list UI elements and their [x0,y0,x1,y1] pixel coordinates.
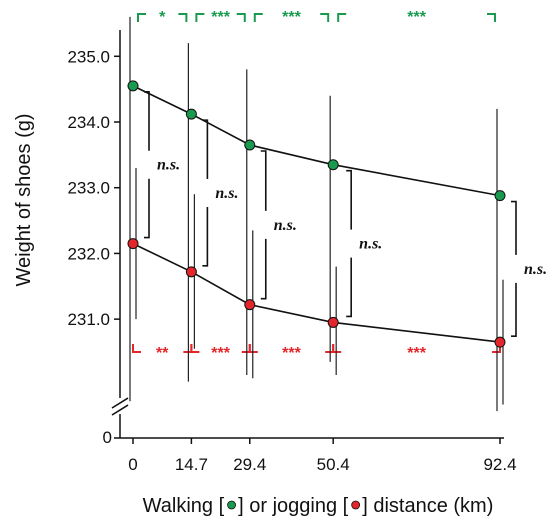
walking-point [185,108,197,120]
ns-bracket: n.s. [260,150,297,300]
ns-label: n.s. [157,157,180,174]
y-tick-label: 232.0 [67,244,110,263]
x-axis-label: Walking [ ] or jogging [ ] distance (km) [143,495,494,517]
ns-label: n.s. [359,236,382,253]
y-axis-label: Weight of shoes (g) [13,113,35,286]
significance-bracket-line [195,13,246,22]
y-tick-label-zero: 0 [103,428,112,447]
axes: 231.0 232.0 233.0 234.0 235.0 00 14.7 29.4 50.4 9… [67,30,517,474]
ns-bracket: n.s. [511,200,547,337]
significance-bracket-line [137,13,188,22]
walking-point [127,80,139,92]
significance-stars: *** [407,9,426,26]
ns-label: n.s. [524,261,547,278]
x-tick-label: 0 [128,455,137,474]
significance-stars: ** [156,345,169,362]
top-significance-brackets: * *** *** *** [137,9,496,26]
x-axis-label-part-1: Walking [ [143,495,225,517]
y-tick-label: 231.0 [67,310,110,329]
significance-bracket: *** [195,9,246,26]
significance-bracket: * [137,9,188,26]
axis-break-mark [111,397,129,409]
significance-stars: *** [282,9,301,26]
ns-bracket-line [202,119,209,267]
jogging-point [127,238,139,250]
jogging-point [327,316,339,328]
ns-bracket-line [260,150,267,300]
ns-bracket: n.s. [144,91,180,239]
ns-bracket-line [511,200,517,337]
significance-bracket: *** [253,9,330,26]
bottom-significance-brackets: ** *** *** *** [132,344,501,362]
axis-break-mark [111,404,129,416]
ns-bracket: n.s. [346,169,382,318]
x-axis-label-part-3: ] distance (km) [362,495,493,517]
significance-bracket: *** [190,344,251,362]
y-tick-label: 233.0 [67,179,110,198]
significance-bracket: *** [248,344,335,362]
significance-bracket: ** [132,344,193,362]
legend-dot-jogging [351,500,361,510]
x-axis-label-part-2: ] or jogging [ [238,495,349,517]
between-series-brackets: n.s. n.s. n.s. n.s. n.s. [144,91,547,337]
x-tick-label: 14.7 [175,455,208,474]
jogging-point [185,266,197,278]
significance-bracket-line [337,13,496,22]
y-tick-label: 235.0 [67,47,110,66]
significance-stars: *** [211,345,230,362]
x-tick-label: 92.4 [483,455,516,474]
x-label-legend-dots [227,500,361,510]
jogging-point [494,336,506,348]
significance-stars: *** [282,345,301,362]
y-tick-label: 234.0 [67,113,110,132]
significance-bracket: *** [337,9,496,26]
walking-point [244,139,256,151]
ns-bracket: n.s. [202,119,239,267]
significance-stars: *** [407,345,426,362]
x-tick-label: 50.4 [317,455,350,474]
ns-label: n.s. [274,217,297,234]
ns-label: n.s. [215,185,238,202]
significance-bracket-line [253,13,330,22]
series-points [127,80,506,348]
significance-stars: *** [211,9,230,26]
legend-dot-walking [227,500,236,510]
walking-point [494,190,506,202]
significance-bracket: *** [332,344,501,362]
jogging-point [244,299,256,311]
x-tick-label: 29.4 [233,455,266,474]
ns-bracket-line [346,169,352,318]
significance-stars: * [159,9,166,26]
walking-point [327,159,339,171]
error-bars [129,16,504,412]
ns-bracket-line [144,91,150,239]
